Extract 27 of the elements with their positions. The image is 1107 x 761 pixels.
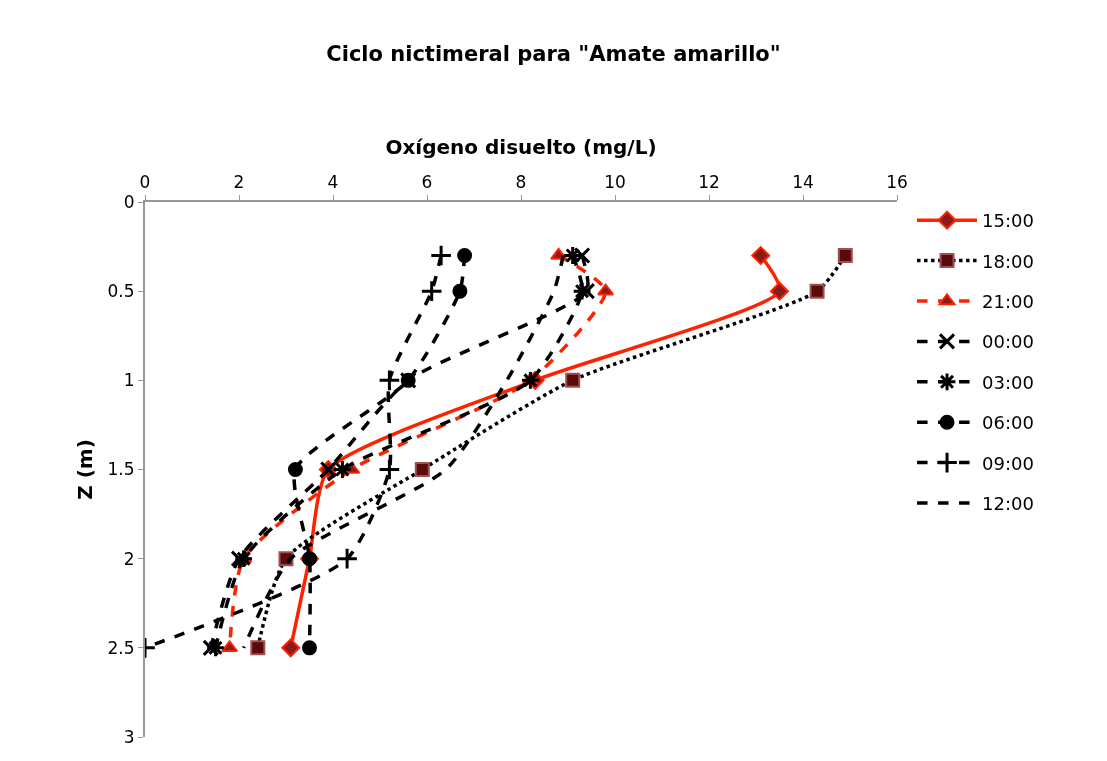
y-tick-label: 1.5 [107, 459, 135, 480]
x-tick-label: 14 [792, 172, 814, 193]
x-tick-label: 0 [139, 172, 151, 193]
x-axis-title: Oxígeno disuelto (mg/L) [385, 135, 657, 160]
y-tick-label: 1 [123, 370, 135, 391]
x-tick-label: 4 [327, 172, 339, 193]
legend-label: 03:00 [982, 371, 1034, 393]
y-tick-label: 0 [123, 191, 135, 212]
chart-title: Ciclo nictimeral para "Amate amarillo" [326, 41, 781, 66]
y-axis-title: Z (m) [72, 439, 97, 500]
y-tick-label: 2.5 [107, 637, 135, 658]
legend-label: 18:00 [982, 250, 1034, 272]
y-tick-label: 0.5 [107, 281, 135, 302]
legend-label: 09:00 [982, 452, 1034, 474]
legend-label: 21:00 [982, 291, 1034, 313]
x-tick-label: 10 [604, 172, 626, 193]
x-tick-label: 2 [233, 172, 245, 193]
y-tick-label: 3 [123, 726, 135, 747]
legend-label: 12:00 [982, 493, 1034, 515]
x-tick-label: 16 [886, 172, 908, 193]
y-tick-label: 2 [123, 548, 135, 569]
x-tick-label: 6 [421, 172, 433, 193]
x-tick-label: 8 [515, 172, 527, 193]
legend-label: 00:00 [982, 331, 1034, 353]
x-tick-label: 12 [698, 172, 720, 193]
legend-label: 06:00 [982, 412, 1034, 434]
legend-label: 15:00 [982, 210, 1034, 232]
